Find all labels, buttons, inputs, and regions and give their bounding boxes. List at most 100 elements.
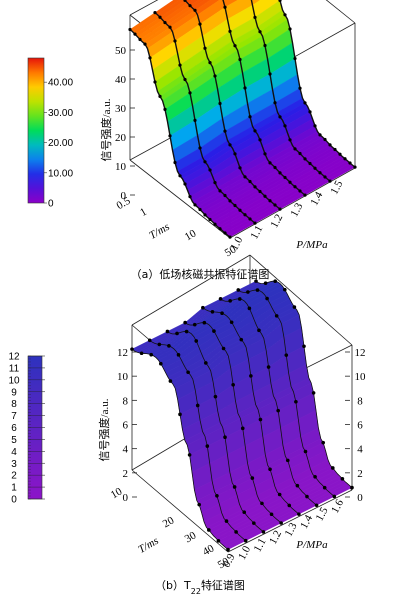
data-point bbox=[168, 25, 172, 29]
caption-a: （a）低场核磁共振特征谱图 bbox=[131, 267, 270, 281]
data-point bbox=[193, 203, 197, 207]
data-point bbox=[223, 193, 227, 198]
data-point bbox=[303, 449, 308, 454]
data-point bbox=[223, 231, 227, 235]
data-point bbox=[283, 13, 287, 17]
data-point bbox=[243, 213, 247, 217]
z-tick-label-right: 10 bbox=[355, 371, 367, 383]
data-point bbox=[278, 0, 282, 3]
data-point bbox=[228, 199, 232, 203]
data-point bbox=[167, 344, 171, 348]
data-point bbox=[188, 91, 192, 95]
data-point bbox=[208, 217, 212, 222]
data-point bbox=[278, 171, 282, 175]
z-tick-label-right: 0 bbox=[357, 492, 363, 504]
data-point bbox=[353, 165, 357, 169]
data-point bbox=[292, 305, 297, 309]
x-tick-label: 1.6 bbox=[329, 497, 346, 515]
data-point bbox=[279, 521, 283, 525]
data-point bbox=[298, 151, 302, 156]
z-tick-label-right: 2 bbox=[357, 468, 363, 480]
caption-b: （b）T22特征谱图 bbox=[155, 578, 245, 596]
data-point bbox=[193, 8, 197, 12]
data-point bbox=[198, 22, 202, 26]
data-point bbox=[205, 444, 210, 448]
data-point bbox=[293, 147, 297, 151]
x-tick-label: 1.4 bbox=[298, 513, 315, 531]
colorbar-tick-label: 20.00 bbox=[48, 138, 73, 149]
data-point bbox=[218, 101, 222, 106]
data-point bbox=[253, 15, 257, 19]
data-point bbox=[263, 43, 267, 48]
data-point bbox=[338, 152, 342, 156]
data-point bbox=[260, 501, 264, 506]
data-point bbox=[133, 32, 137, 36]
data-point bbox=[147, 338, 152, 343]
box-edge bbox=[129, 159, 231, 239]
data-point bbox=[323, 175, 327, 179]
colorbar-tick-label: 10 bbox=[8, 375, 20, 386]
data-point bbox=[218, 297, 223, 301]
data-point bbox=[263, 281, 268, 285]
colorbar-tick-label: 2 bbox=[11, 471, 17, 482]
z-tick-label-right: 12 bbox=[355, 347, 366, 359]
data-point bbox=[228, 299, 232, 303]
data-point bbox=[176, 353, 181, 357]
data-point bbox=[198, 207, 202, 212]
data-point bbox=[238, 57, 242, 62]
data-point bbox=[187, 453, 192, 457]
box-edge bbox=[229, 167, 356, 239]
data-point bbox=[302, 344, 306, 349]
data-point bbox=[308, 110, 312, 114]
x-axis-label: P/MPa bbox=[295, 539, 328, 551]
data-point bbox=[216, 539, 221, 543]
data-point bbox=[284, 353, 289, 357]
data-point bbox=[238, 166, 242, 170]
data-point bbox=[269, 512, 274, 517]
data-point bbox=[233, 44, 237, 48]
data-point bbox=[305, 494, 309, 499]
data-point bbox=[323, 137, 327, 142]
x-axis-label: P/MPa bbox=[295, 239, 328, 251]
data-point bbox=[203, 213, 207, 217]
data-point bbox=[163, 107, 167, 111]
data-point bbox=[243, 86, 247, 90]
colorbar-tick-label: 10.00 bbox=[48, 168, 73, 179]
z-tick-label: 6 bbox=[123, 420, 129, 432]
data-point bbox=[153, 10, 157, 15]
y-axis-label: T/ms bbox=[136, 535, 161, 556]
data-point bbox=[318, 171, 322, 175]
data-point bbox=[273, 279, 278, 284]
data-point bbox=[328, 143, 332, 147]
data-point bbox=[248, 217, 252, 221]
data-point bbox=[288, 27, 292, 31]
data-point bbox=[223, 5, 227, 9]
data-point bbox=[343, 157, 347, 161]
data-point bbox=[186, 370, 190, 375]
data-point bbox=[243, 538, 248, 543]
data-point bbox=[210, 309, 215, 314]
z-tick-label-right: 4 bbox=[357, 444, 363, 456]
data-point bbox=[157, 342, 162, 347]
data-point bbox=[238, 208, 242, 212]
data-point bbox=[313, 474, 317, 479]
colorbar bbox=[27, 57, 45, 204]
x-tick-label: 1.0 bbox=[236, 544, 253, 562]
data-point bbox=[277, 492, 282, 497]
x-tick-label: 1.1 bbox=[248, 224, 265, 242]
colorbar-tick-label: 4 bbox=[11, 447, 17, 458]
colorbar-tick-label: 30.00 bbox=[48, 108, 73, 119]
data-point bbox=[197, 502, 201, 507]
z-tick-label: 20 bbox=[115, 132, 127, 144]
data-point bbox=[322, 485, 327, 490]
y-tick-label: 30 bbox=[183, 529, 199, 545]
data-point bbox=[295, 483, 300, 488]
box-edge bbox=[325, 0, 356, 24]
data-point bbox=[303, 101, 307, 105]
data-point bbox=[313, 124, 317, 128]
data-point bbox=[288, 138, 292, 142]
data-point bbox=[178, 174, 182, 178]
x-tick-label: 0.9 bbox=[221, 551, 238, 569]
data-point bbox=[350, 485, 354, 490]
data-point bbox=[278, 207, 282, 211]
